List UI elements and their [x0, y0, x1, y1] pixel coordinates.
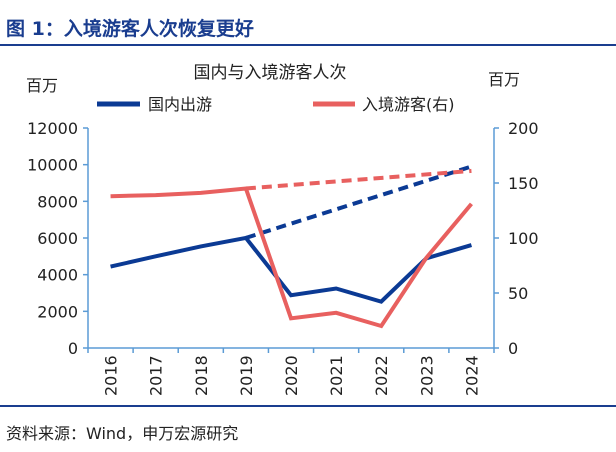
- right-tick-label: 150: [508, 174, 539, 193]
- right-tick-label: 100: [508, 229, 539, 248]
- inbound-series-line: [110, 186, 473, 329]
- right-tick-label: 50: [508, 284, 528, 303]
- inbound-trend-line: [245, 168, 472, 191]
- x-tick-label: 2018: [192, 355, 211, 396]
- source-note: 资料来源：Wind，申万宏源研究: [6, 424, 239, 443]
- right-tick-label: 0: [508, 339, 518, 358]
- x-tick-label: 2016: [102, 355, 121, 396]
- domestic-trend-line: [245, 164, 473, 240]
- left-tick-label: 2000: [37, 302, 78, 321]
- x-tick-label: 2022: [372, 355, 391, 396]
- figure-title: 图 1：入境游客人次恢复更好: [6, 18, 254, 40]
- legend-label-domestic: 国内出游: [148, 95, 212, 114]
- left-tick-label: 8000: [37, 192, 78, 211]
- chart-title: 国内与入境游客人次: [194, 63, 347, 83]
- title-rule: [0, 44, 616, 46]
- x-tick-label: 2021: [327, 355, 346, 396]
- left-tick-label: 10000: [27, 156, 78, 175]
- x-tick-label: 2023: [417, 355, 436, 396]
- chart: 国内与入境游客人次 百万 百万 国内出游 入境游客(右) 02000400060…: [26, 63, 539, 396]
- legend-label-inbound: 入境游客(右): [362, 95, 455, 114]
- left-tick-label: 4000: [37, 266, 78, 285]
- x-tick-label: 2024: [462, 355, 481, 396]
- left-unit: 百万: [26, 76, 58, 95]
- right-unit: 百万: [488, 70, 520, 89]
- x-tick-label: 2017: [147, 355, 166, 396]
- source-rule: [0, 405, 616, 407]
- left-tick-label: 12000: [27, 119, 78, 138]
- left-tick-label: 6000: [37, 229, 78, 248]
- x-tick-label: 2019: [237, 355, 256, 396]
- right-tick-label: 200: [508, 119, 539, 138]
- x-tick-label: 2020: [282, 355, 301, 396]
- left-tick-label: 0: [68, 339, 78, 358]
